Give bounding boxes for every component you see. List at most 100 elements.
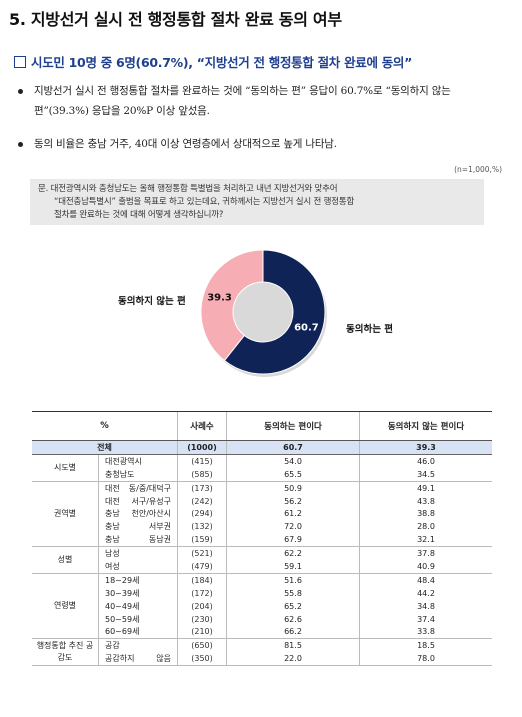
row-label: 대전 동/중/대덕구 <box>105 483 171 493</box>
row-label: 공감 <box>105 641 120 651</box>
table-row: 40~49세 (204) 65.2 34.8 <box>32 599 492 613</box>
row-label: 대전광역시 <box>105 456 142 466</box>
row-n: (521) <box>177 546 227 561</box>
header-agree: 동의하는 편이다 <box>226 411 360 441</box>
row-n: (159) <box>177 533 227 548</box>
square-bullet-icon <box>14 56 26 68</box>
row-disagree: 18.5 <box>359 638 492 653</box>
row-n: (294) <box>177 507 227 521</box>
row-disagree: 48.4 <box>359 573 492 587</box>
row-n: (132) <box>177 520 227 534</box>
row-label: 40~49세 <box>105 601 140 611</box>
row-n: (210) <box>177 625 227 640</box>
table-row: 권역별 대전 동/중/대덕구 (173) 50.9 49.1 <box>32 481 492 548</box>
question-line: 절차를 완료하는 것에 대해 어떻게 생각하십니까? <box>54 210 224 220</box>
group-label: 성별 <box>32 546 99 574</box>
row-disagree: 28.0 <box>359 520 492 534</box>
group-label: 권역별 <box>32 481 99 548</box>
row-disagree: 34.5 <box>359 467 492 482</box>
row-agree: 61.2 <box>226 507 360 521</box>
group-label: 시도별 <box>32 454 99 482</box>
table-row-total: 전체 (1000) 60.7 39.3 <box>32 440 492 455</box>
row-label: 남성 <box>105 549 120 559</box>
row-disagree: 78.0 <box>359 652 492 667</box>
sample-size-note: (n=1,000,%) <box>454 165 502 174</box>
row-agree: 66.2 <box>226 625 360 640</box>
question-line: “대전충남특별시” 출범을 목표로 하고 있는데요, 귀하께서는 지방선거 실시… <box>54 197 355 207</box>
table-row: 충남 서부권 (132) 72.0 28.0 <box>32 520 492 534</box>
data-label-disagree: 39.3 <box>207 292 232 303</box>
table-row: 충남 천안/아산시 (294) 61.2 38.8 <box>32 507 492 521</box>
bullet-text: 지방선거 실시 전 행정통합 절차를 완료하는 것에 “동의하는 편” 응답이 … <box>34 85 451 117</box>
row-label: 60~69세 <box>98 625 178 640</box>
row-agree: 22.0 <box>226 652 360 667</box>
row-label: 여성 <box>98 560 178 574</box>
row-label: 50~59세 <box>105 614 140 624</box>
legend-label-disagree: 동의하지 않는 편 <box>118 296 186 307</box>
section-title: 5. 지방선거 실시 전 행정통합 절차 완료 동의 여부 <box>9 10 342 29</box>
row-disagree: 33.8 <box>359 625 492 640</box>
row-agree: 56.2 <box>226 494 360 508</box>
header-pct: % <box>32 411 178 441</box>
row-n: (184) <box>177 573 227 587</box>
row-agree: 65.2 <box>226 599 360 613</box>
table-row: 연령별 18~29세 (184) 51.6 48.4 <box>32 573 492 640</box>
row-agree: 50.9 <box>226 481 360 495</box>
row-disagree: 32.1 <box>359 533 492 548</box>
total-label: 전체 <box>32 440 178 455</box>
row-n: (230) <box>177 612 227 626</box>
question-line: 문. 대전광역시와 충청남도는 올해 행정통합 특별법을 처리하고 내년 지방선… <box>38 184 338 194</box>
table-row: 여성 (479) 59.1 40.9 <box>32 560 492 574</box>
row-disagree: 34.8 <box>359 599 492 613</box>
row-agree: 55.8 <box>226 586 360 600</box>
table-row: 공감하지 않음 (350) 22.0 78.0 <box>32 652 492 667</box>
row-agree: 62.6 <box>226 612 360 626</box>
table-row: 대전 서구/유성구 (242) 56.2 43.8 <box>32 494 492 508</box>
row-n: (479) <box>177 560 227 574</box>
bullet-dot-icon <box>18 89 23 94</box>
row-label: 충남 천안/아산시 <box>105 509 171 519</box>
row-disagree: 44.2 <box>359 586 492 600</box>
row-agree: 51.6 <box>226 573 360 587</box>
row-n: (650) <box>177 638 227 653</box>
table-row: 충청남도 (585) 65.5 34.5 <box>32 467 492 482</box>
subheading-text: 시도민 10명 중 6명(60.7%), “지방선거 전 행정통합 절차 완료에… <box>31 55 413 70</box>
row-n: (204) <box>177 599 227 613</box>
row-disagree: 37.8 <box>359 546 492 561</box>
table-row: 행정통합 추진 공감도 공감 (650) 81.5 18.5 <box>32 638 492 667</box>
row-n: (172) <box>177 586 227 600</box>
row-agree: 65.5 <box>226 467 360 482</box>
row-label: 충청남도 <box>98 467 178 482</box>
row-agree: 59.1 <box>226 560 360 574</box>
slice-agree <box>223 249 326 375</box>
row-n: (415) <box>177 454 227 468</box>
row-disagree: 49.1 <box>359 481 492 495</box>
row-disagree: 37.4 <box>359 612 492 626</box>
bullet-item: 동의 비율은 충남 거주, 40대 이상 연령층에서 상대적으로 높게 나타남. <box>18 134 504 154</box>
total-agree: 60.7 <box>226 440 360 455</box>
row-label: 30~39세 <box>105 588 140 598</box>
total-disagree: 39.3 <box>359 440 492 455</box>
row-disagree: 38.8 <box>359 507 492 521</box>
row-n: (173) <box>177 481 227 495</box>
row-agree: 62.2 <box>226 546 360 561</box>
table-row: 60~69세 (210) 66.2 33.8 <box>32 625 492 640</box>
legend-label-agree: 동의하는 편 <box>346 324 394 335</box>
row-label: 18~29세 <box>105 575 140 585</box>
slice-disagree <box>200 249 264 362</box>
row-disagree: 40.9 <box>359 560 492 574</box>
group-label: 행정통합 추진 공감도 <box>32 638 99 667</box>
row-agree: 54.0 <box>226 454 360 468</box>
row-disagree: 46.0 <box>359 454 492 468</box>
total-n: (1000) <box>177 440 227 455</box>
row-n: (350) <box>177 652 227 667</box>
row-label: 충남 동남권 <box>98 533 178 548</box>
survey-question-box: 문. 대전광역시와 충청남도는 올해 행정통합 특별법을 처리하고 내년 지방선… <box>30 179 484 225</box>
section-subheading: 시도민 10명 중 6명(60.7%), “지방선거 전 행정통합 절차 완료에… <box>14 52 412 71</box>
bullet-item: 지방선거 실시 전 행정통합 절차를 완료하는 것에 “동의하는 편” 응답이 … <box>18 81 504 121</box>
row-n: (585) <box>177 467 227 482</box>
row-n: (242) <box>177 494 227 508</box>
row-label: 대전 서구/유성구 <box>105 496 171 506</box>
crosstab-table: % 사례수 동의하는 편이다 동의하지 않는 편이다 전체 (1000) 60.… <box>32 411 492 667</box>
